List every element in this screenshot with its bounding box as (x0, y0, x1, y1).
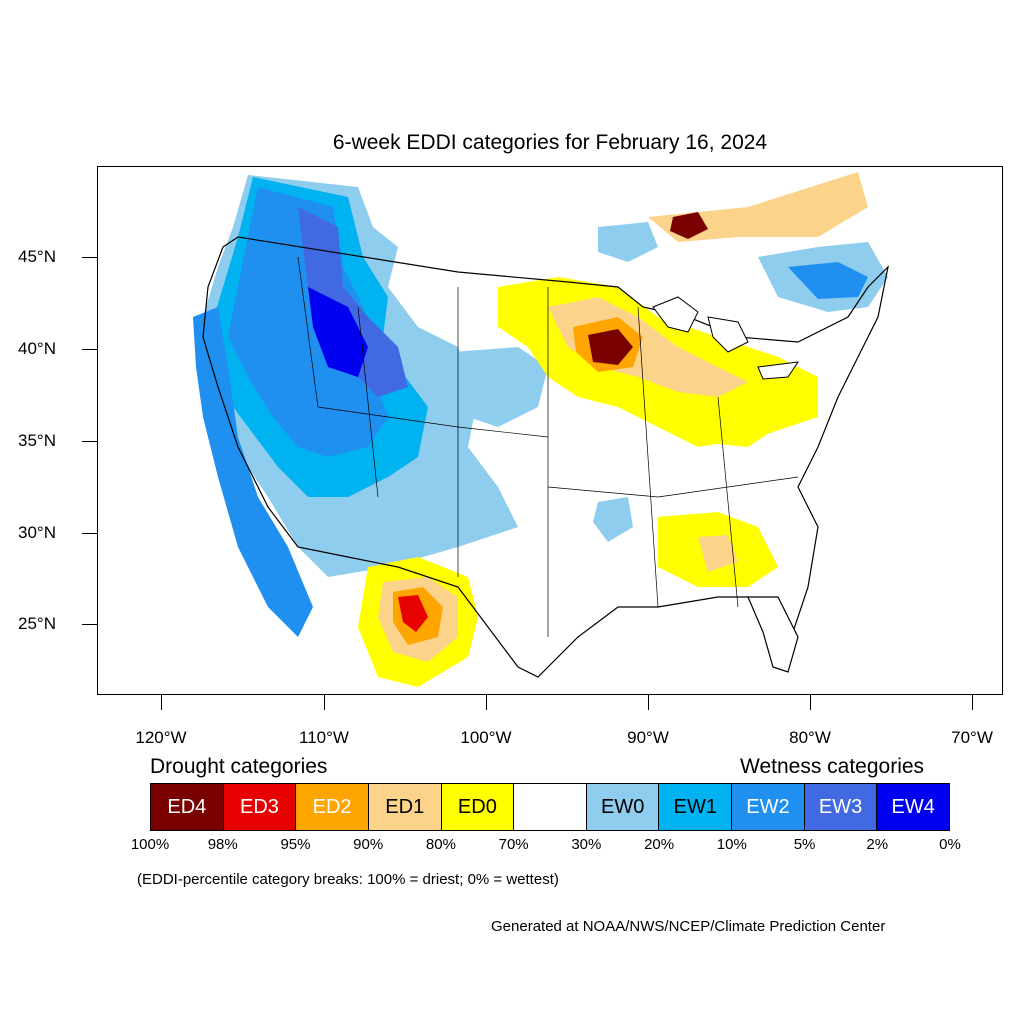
wetness-heading: Wetness categories (740, 755, 925, 778)
canada-ed4-spot (670, 212, 708, 239)
legend-box-ed0: ED0 (441, 784, 515, 830)
florida (747, 596, 799, 673)
map-title: 6-week EDDI categories for February 16, … (332, 131, 768, 154)
percentile-label: 80% (425, 836, 456, 853)
legend-box-neutral (514, 784, 587, 830)
lat-label: 25°N (18, 614, 56, 633)
legend-box-ew2: EW2 (732, 784, 805, 830)
percentile-label: 20% (644, 836, 675, 853)
lon-tick (486, 695, 487, 710)
ozark-wetness (593, 497, 633, 542)
lon-tick (648, 695, 649, 710)
percentile-label: 2% (866, 836, 889, 853)
legend-box-ew4: EW4 (877, 784, 950, 830)
lon-label: 110°W (299, 728, 349, 747)
lon-label: 90°W (627, 728, 669, 747)
percentile-label: 0% (939, 836, 961, 853)
lon-tick (810, 695, 811, 710)
west-ew3-area (298, 207, 408, 397)
legend-box-ed4: ED4 (151, 784, 224, 830)
lat-tick (82, 441, 97, 442)
percentile-label: 95% (280, 836, 311, 853)
se-ed1 (698, 535, 738, 572)
lon-label: 120°W (135, 728, 187, 747)
lon-label: 70°W (951, 728, 993, 747)
west-ew4-area (308, 287, 368, 377)
percentile-label: 98% (207, 836, 238, 853)
great-lakes (652, 296, 800, 380)
quebec-ew2 (788, 262, 868, 299)
category-note: (EDDI-percentile category breaks: 100% =… (137, 871, 559, 888)
legend-box-ed1: ED1 (368, 784, 442, 830)
legend-box-ed3: ED3 (223, 784, 297, 830)
drought-heading: Drought categories (150, 755, 328, 778)
lon-tick (161, 695, 162, 710)
lon-tick (324, 695, 325, 710)
percentile-label: 100% (130, 836, 170, 853)
eddi-map (193, 172, 889, 687)
legend-box-ew1: EW1 (659, 784, 733, 830)
state-borders (297, 256, 799, 637)
legend-box-ew0: EW0 (586, 784, 660, 830)
percentile-label: 30% (571, 836, 602, 853)
percentile-label: 70% (498, 836, 529, 853)
lat-tick (82, 349, 97, 350)
lat-tick (82, 624, 97, 625)
lat-tick (82, 533, 97, 534)
legend-box-ed2: ED2 (296, 784, 369, 830)
legend-box-ew3: EW3 (804, 784, 878, 830)
lon-label: 80°W (789, 728, 831, 747)
percentile-label: 90% (353, 836, 384, 853)
credit-line: Generated at NOAA/NWS/NCEP/Climate Predi… (491, 918, 886, 935)
map-panel (97, 166, 1003, 695)
lat-tick (82, 257, 97, 258)
lat-label: 45°N (18, 247, 56, 266)
lon-label: 100°W (460, 728, 512, 747)
pacific-coast-ew (193, 307, 313, 637)
percentile-label: 5% (793, 836, 816, 853)
lon-tick (972, 695, 973, 710)
ontario-wetness (598, 222, 658, 262)
plains-wetness (448, 347, 548, 427)
category-legend: ED4 ED3 ED2 ED1 ED0 EW0 EW1 EW2 EW3 EW4 (150, 783, 950, 831)
lat-label: 35°N (18, 431, 56, 450)
lat-label: 40°N (18, 339, 56, 358)
ohio-ed0 (688, 402, 778, 447)
wisconsin-ed4 (588, 329, 633, 365)
percentile-label: 10% (716, 836, 747, 853)
lat-label: 30°N (18, 523, 56, 542)
west-ew2-area (228, 187, 388, 457)
texas-ed3 (398, 595, 428, 632)
